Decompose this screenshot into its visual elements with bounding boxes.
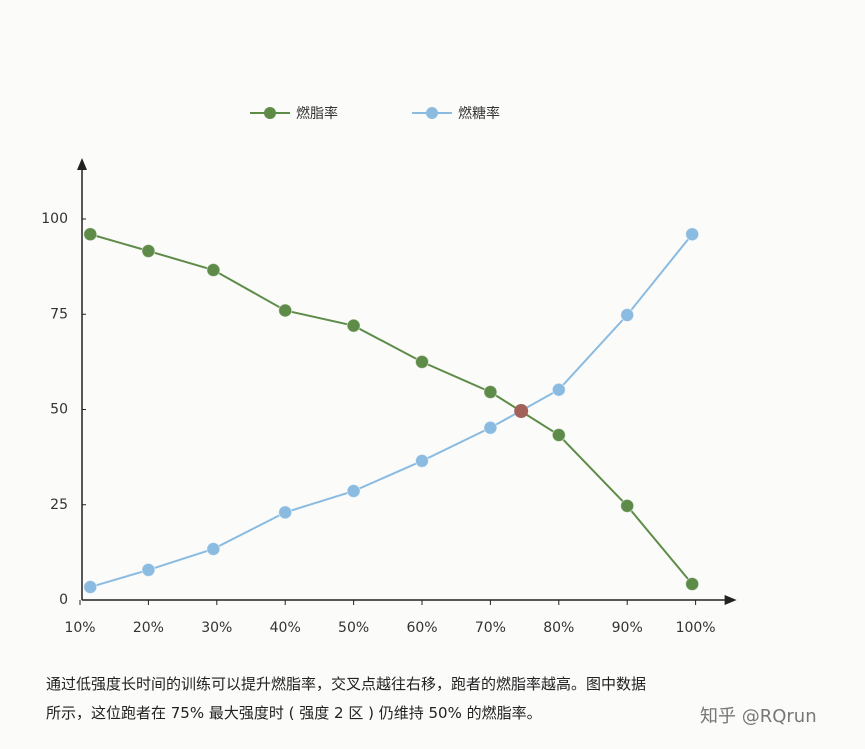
x-tick-label: 100% bbox=[676, 620, 716, 636]
data-point bbox=[83, 227, 98, 242]
legend-label: 燃脂率 bbox=[296, 105, 338, 122]
data-point bbox=[551, 382, 566, 397]
legend-label: 燃糖率 bbox=[458, 105, 500, 122]
legend-marker bbox=[426, 107, 438, 119]
x-axis-arrow bbox=[724, 595, 737, 605]
data-point bbox=[141, 562, 156, 577]
data-point bbox=[415, 453, 429, 468]
watermark: 知乎 @RQrun bbox=[700, 706, 817, 727]
legend-marker bbox=[264, 107, 276, 119]
data-point bbox=[620, 498, 635, 513]
data-point bbox=[346, 484, 361, 499]
x-tick-label: 20% bbox=[133, 620, 164, 636]
data-point bbox=[206, 263, 221, 278]
data-point bbox=[483, 384, 498, 399]
series-line bbox=[89, 233, 693, 585]
x-tick-label: 50% bbox=[338, 620, 369, 636]
data-point bbox=[83, 580, 98, 595]
y-tick-label: 100 bbox=[41, 211, 68, 227]
y-axis-arrow bbox=[77, 158, 87, 171]
x-tick-label: 30% bbox=[201, 620, 232, 636]
data-point bbox=[620, 308, 635, 323]
x-tick-label: 90% bbox=[612, 620, 643, 636]
data-point bbox=[551, 428, 566, 443]
data-point bbox=[141, 244, 156, 259]
x-tick-label: 70% bbox=[475, 620, 506, 636]
y-tick-label: 50 bbox=[50, 402, 68, 418]
intersection-point bbox=[514, 404, 529, 419]
data-point bbox=[685, 227, 700, 242]
y-tick-label: 0 bbox=[59, 592, 68, 608]
data-point bbox=[685, 576, 700, 591]
chart: 0 25 50 75 100 10% 20% 30% 40% 50% 60% 70% 80% 90% 100… bbox=[41, 105, 737, 636]
y-tick-label: 75 bbox=[50, 306, 68, 322]
data-point bbox=[415, 354, 429, 369]
x-tick-label: 10% bbox=[64, 620, 95, 636]
caption-line: 所示，这位跑者在 75% 最大强度时 ( 强度 2 区 ) 仍维持 50% 的燃… bbox=[46, 704, 542, 722]
data-point bbox=[206, 541, 221, 556]
y-tick-label: 25 bbox=[50, 497, 68, 513]
x-tick-label: 60% bbox=[406, 620, 437, 636]
series-line bbox=[89, 233, 693, 589]
caption-line: 通过低强度长时间的训练可以提升燃脂率，交叉点越往右移，跑者的燃脂率越高。图中数据 bbox=[46, 675, 647, 693]
x-tick-label: 40% bbox=[270, 620, 301, 636]
data-point bbox=[278, 505, 293, 520]
x-tick-label: 80% bbox=[543, 620, 574, 636]
data-point bbox=[278, 303, 293, 318]
data-point bbox=[483, 420, 498, 435]
data-point bbox=[346, 318, 361, 333]
